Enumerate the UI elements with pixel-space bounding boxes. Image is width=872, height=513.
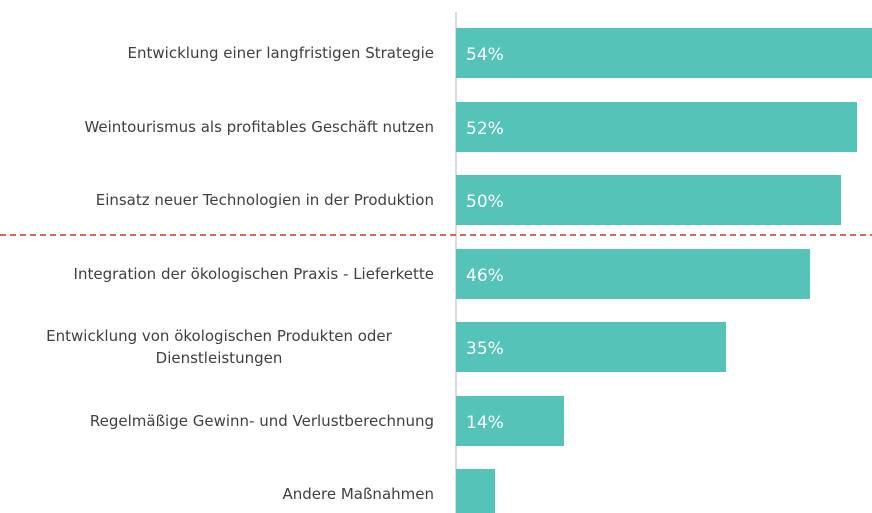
category-text: Entwicklung von ökologischen Produkten o… [46,327,392,367]
category-label: Einsatz neuer Technologien in der Produk… [0,189,434,211]
bar [456,469,495,513]
category-text: Regelmäßige Gewinn- und Verlustberechnun… [89,411,434,430]
category-label: Integration der ökologischen Praxis - Li… [0,263,434,285]
category-text: Entwicklung einer langfristigen Strategi… [127,44,434,62]
category-text: Andere Maßnahmen [282,485,435,503]
category-label: Regelmäßige Gewinn- und Verlustberechnun… [0,410,434,432]
category-text: Integration der ökologischen Praxis - Li… [73,264,434,283]
category-text: Weintourismus als profitables Geschäft n… [84,117,434,136]
category-label: Entwicklung von ökologischen Produkten o… [0,325,434,369]
value-label: 54% [466,45,504,65]
category-text: Einsatz neuer Technologien in der Produk… [95,191,434,209]
value-label: 14% [466,412,504,433]
category-label: Andere Maßnahmen [0,483,435,505]
bar [456,28,872,78]
bar [456,175,842,225]
category-label: Weintourismus als profitables Geschäft n… [0,116,434,138]
value-label: 35% [466,339,504,359]
value-label: 50% [466,192,504,212]
bar [456,248,811,299]
bar [456,101,857,152]
value-label: 52% [466,118,504,139]
value-label: 46% [466,265,504,286]
category-label: Entwicklung einer langfristigen Strategi… [0,42,434,64]
bar [456,322,726,372]
bar [456,395,564,446]
